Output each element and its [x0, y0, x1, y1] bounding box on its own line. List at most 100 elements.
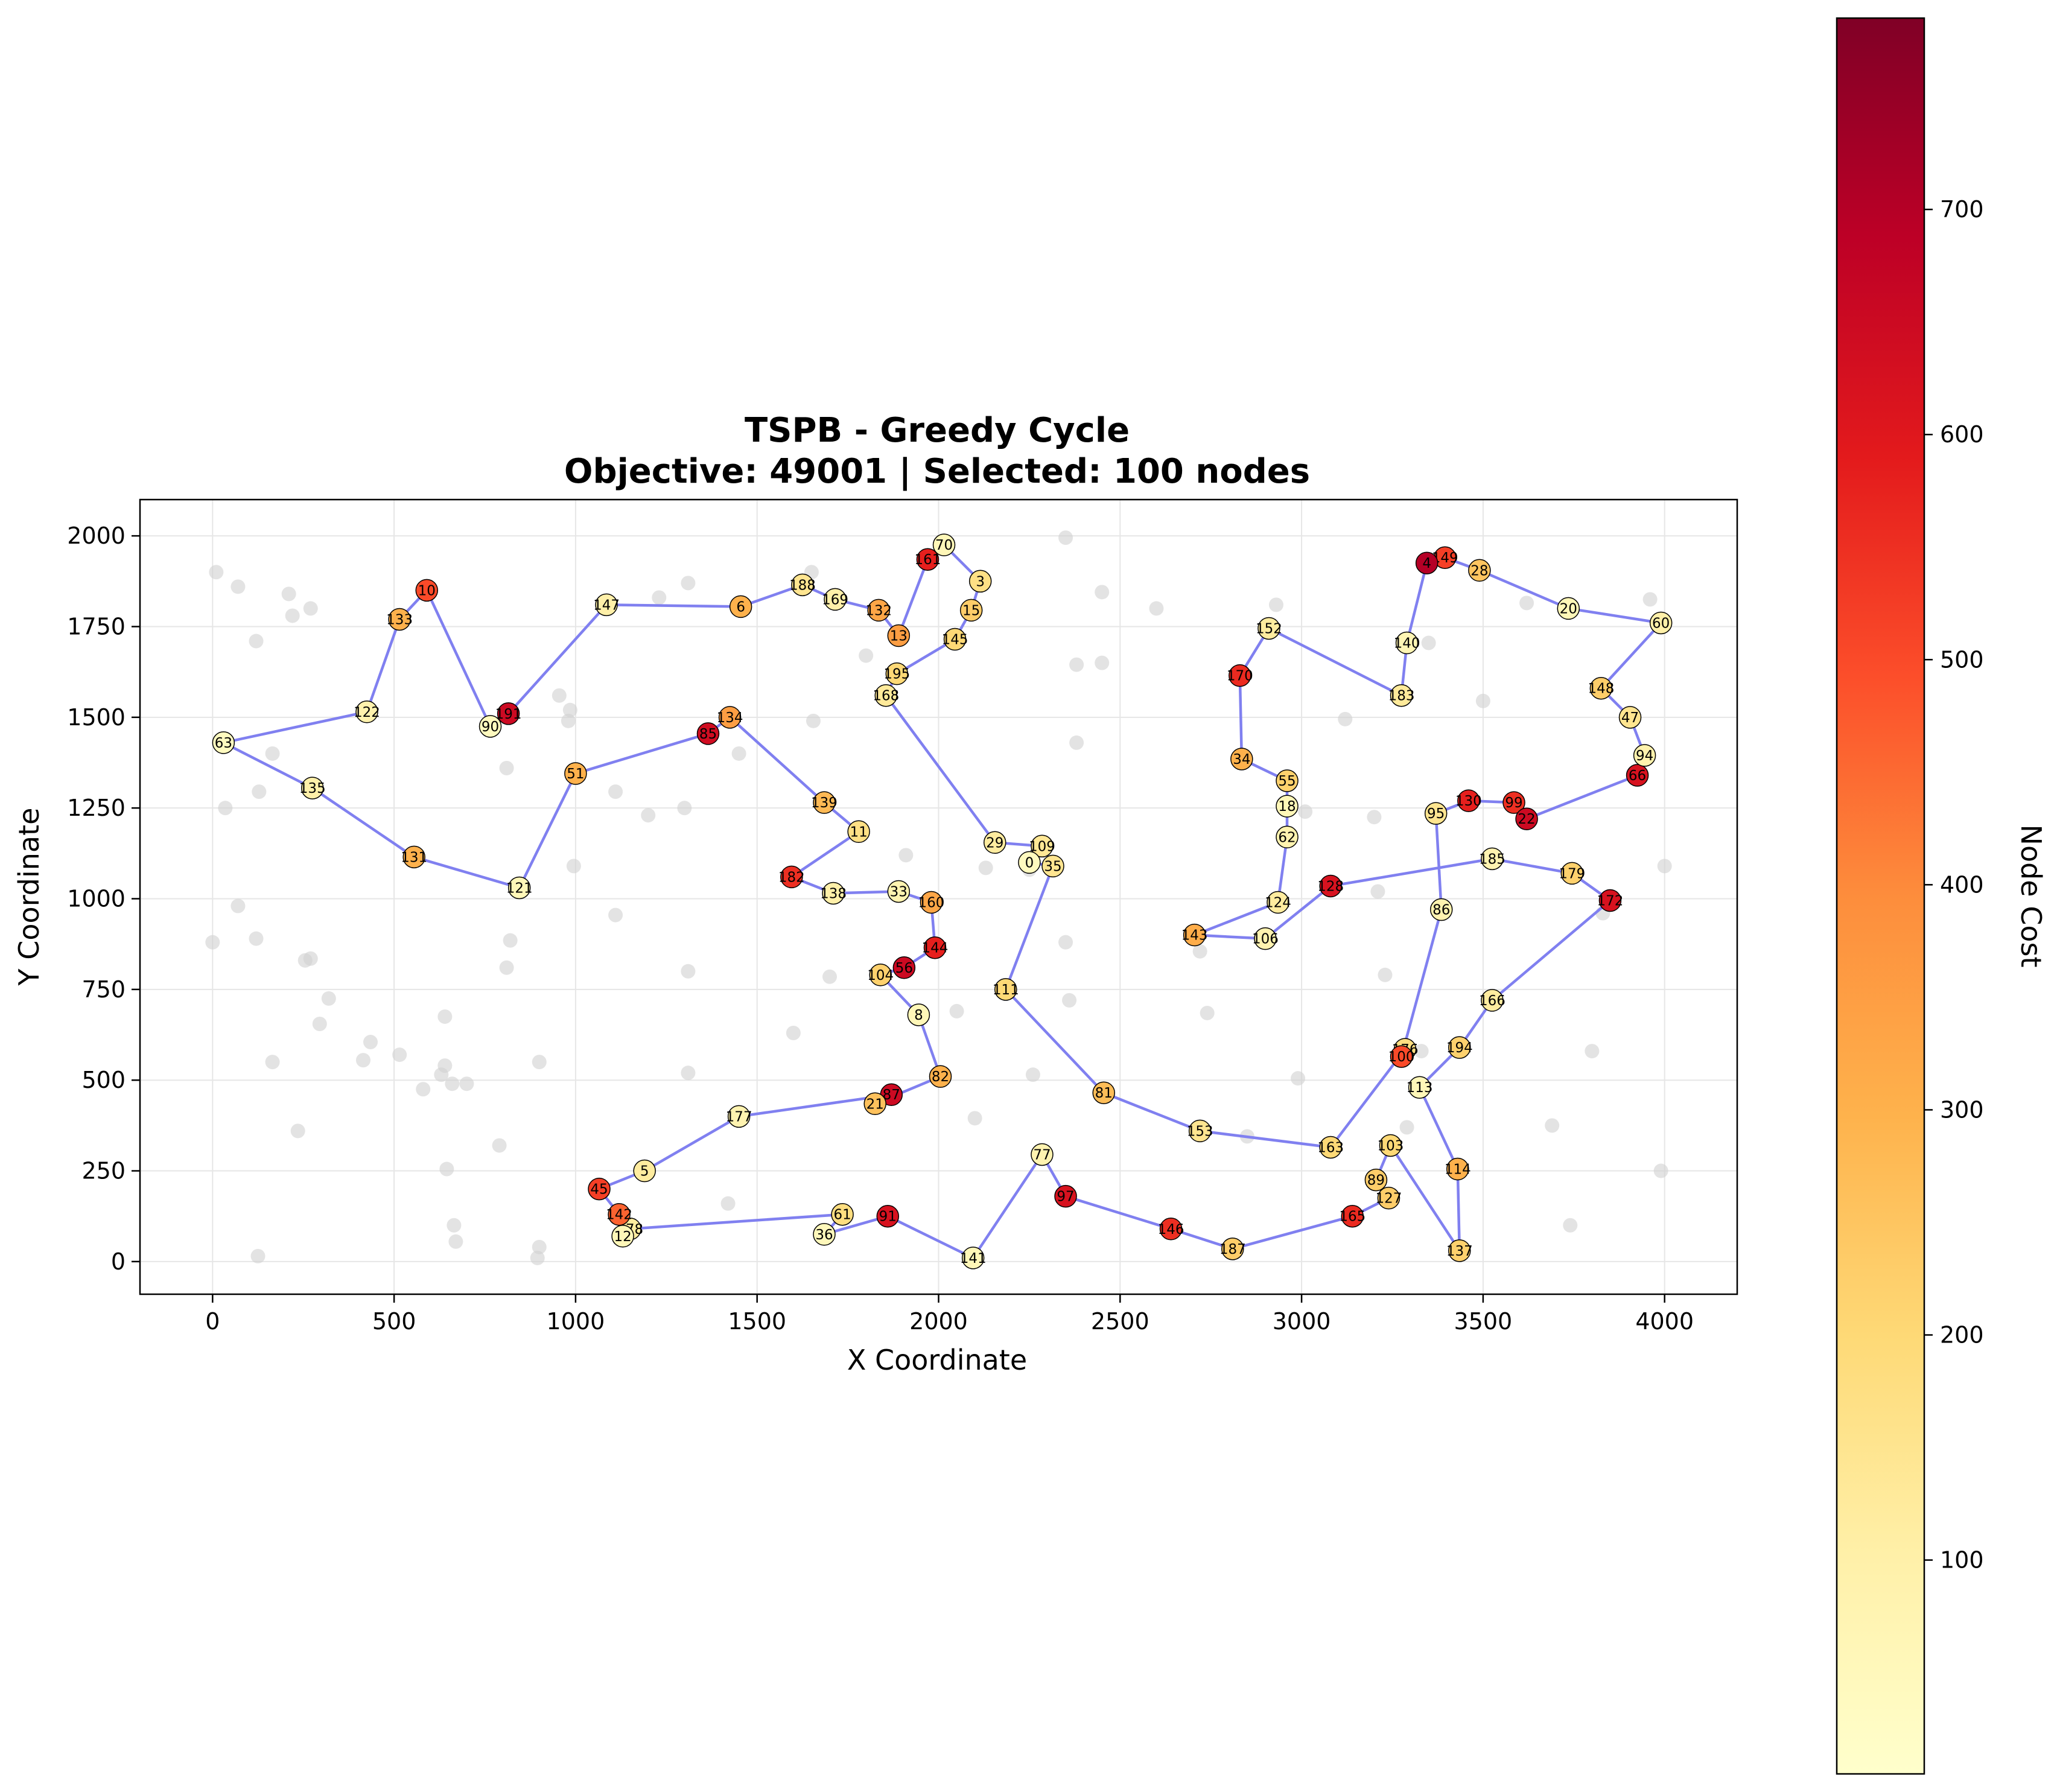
node-51: 51 [564, 762, 587, 785]
node-label: 195 [883, 667, 910, 682]
node-106: 106 [1252, 927, 1279, 950]
unselected-node [447, 1218, 462, 1233]
node-135: 135 [299, 777, 326, 799]
colorbar-ticks: 100 200 300 400 500 600 700 [1924, 196, 1984, 1574]
node-70: 70 [932, 533, 956, 556]
node-marker [1267, 891, 1289, 914]
colorbar-tick-label: 500 [1940, 646, 1984, 673]
node-47: 47 [1618, 706, 1642, 729]
node-marker [824, 588, 847, 611]
node-label: 138 [820, 886, 847, 901]
node-label: 56 [895, 961, 913, 976]
unselected-node [459, 1076, 474, 1091]
unselected-node [1069, 735, 1084, 750]
node-label: 77 [1033, 1147, 1051, 1163]
node-45: 45 [588, 1177, 611, 1201]
unselected-node [448, 1234, 463, 1249]
node-marker [813, 791, 836, 814]
node-marker [595, 593, 618, 617]
node-label: 168 [873, 688, 899, 704]
node-marker [994, 978, 1017, 1001]
unselected-node [1095, 655, 1110, 670]
node-20: 20 [1557, 597, 1580, 620]
node-21: 21 [863, 1092, 886, 1116]
node-label: 3 [976, 574, 985, 589]
node-56: 56 [892, 956, 916, 979]
unselected-node [1149, 601, 1164, 616]
node-144: 144 [922, 936, 948, 959]
node-marker [959, 599, 983, 622]
node-label: 124 [1265, 895, 1291, 911]
node-label: 121 [506, 880, 533, 896]
node-label: 89 [1367, 1173, 1385, 1189]
node-marker [1031, 834, 1054, 858]
node-163: 163 [1317, 1136, 1344, 1159]
x-tick-label: 1500 [728, 1308, 786, 1335]
x-tick-label: 2500 [1091, 1308, 1149, 1335]
node-109: 109 [1029, 834, 1055, 858]
node-marker [1031, 1143, 1054, 1166]
unselected-node [281, 586, 296, 602]
unselected-node [321, 991, 336, 1006]
node-label: 104 [867, 968, 894, 983]
node-marker [923, 936, 947, 959]
unselected-node [652, 590, 667, 605]
node-183: 183 [1388, 684, 1414, 707]
unselected-node [681, 576, 696, 591]
node-121: 121 [506, 876, 533, 900]
node-marker [507, 876, 531, 900]
unselected-node [499, 960, 514, 975]
node-label: 15 [962, 603, 980, 618]
node-label: 13 [890, 629, 908, 644]
node-label: 130 [1455, 793, 1482, 809]
node-label: 63 [215, 736, 232, 751]
node-label: 143 [1181, 928, 1208, 944]
node-33: 33 [887, 880, 911, 903]
node-label: 185 [1479, 851, 1505, 867]
unselected-node [285, 608, 300, 623]
node-86: 86 [1429, 898, 1453, 921]
unselected-node [1200, 1005, 1215, 1020]
unselected-node [205, 935, 220, 950]
node-marker [1560, 862, 1584, 885]
node-marker [863, 1092, 886, 1116]
node-104: 104 [867, 964, 894, 987]
node-label: 66 [1629, 768, 1646, 784]
node-label: 148 [1588, 681, 1614, 697]
node-137: 137 [1446, 1239, 1473, 1262]
node-61: 61 [831, 1203, 854, 1226]
node-195: 195 [883, 662, 910, 685]
node-100: 100 [1388, 1045, 1414, 1068]
unselected-node [1657, 859, 1672, 874]
unselected-node [1414, 1044, 1429, 1059]
node-165: 165 [1339, 1204, 1366, 1228]
node-marker [1448, 1239, 1471, 1262]
node-160: 160 [918, 891, 944, 914]
node-marker [1254, 927, 1277, 950]
unselected-node [290, 1123, 305, 1139]
node-marker [885, 662, 909, 685]
unselected-node [1545, 1118, 1560, 1133]
node-marker [892, 956, 916, 979]
node-marker [869, 964, 892, 987]
node-marker [1557, 597, 1580, 620]
node-label: 139 [811, 795, 838, 811]
unselected-node [1338, 711, 1353, 726]
node-label: 161 [914, 552, 941, 568]
y-tick-label: 2000 [67, 523, 126, 549]
node-marker [1188, 1119, 1212, 1143]
node-99: 99 [1502, 791, 1525, 814]
node-label: 141 [960, 1251, 987, 1266]
node-marker [1221, 1238, 1244, 1260]
unselected-node [1268, 597, 1283, 612]
node-55: 55 [1276, 769, 1299, 792]
node-22: 22 [1515, 807, 1538, 830]
node-marker [1092, 1081, 1115, 1104]
node-label: 177 [726, 1109, 752, 1125]
node-label: 194 [1446, 1040, 1473, 1056]
node-label: 51 [567, 766, 584, 782]
node-marker [1481, 847, 1504, 871]
unselected-node [1421, 635, 1436, 650]
node-label: 114 [1445, 1162, 1471, 1178]
